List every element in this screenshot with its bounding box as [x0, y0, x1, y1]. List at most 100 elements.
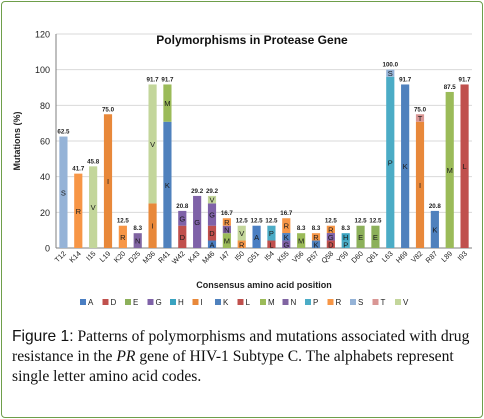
bar-segment-T12-S: [59, 136, 68, 248]
legend-label-T: T: [381, 298, 386, 307]
segment-label: R: [224, 218, 230, 227]
segment-label: P: [388, 158, 393, 167]
segment-label: I: [152, 222, 154, 231]
segment-label: M: [298, 237, 304, 246]
x-tick-label: D25: [126, 249, 142, 265]
bar-segment-M36-V: [148, 84, 157, 204]
y-tick-label: 40: [40, 172, 50, 182]
x-tick-label: I15: [84, 249, 97, 262]
bar-segment-I47-M: [222, 233, 231, 248]
bar-segment-L63-S: [386, 69, 395, 77]
bar-segment-K55-R: [282, 218, 291, 234]
bar-segment-H69-K: [401, 84, 410, 249]
bar-segment-I47-N: [222, 225, 231, 234]
x-tick-label: I93: [456, 249, 469, 262]
y-tick-label: 60: [40, 137, 50, 147]
bar-segment-K55-K: [282, 233, 291, 241]
x-tick-label: D60: [349, 249, 365, 265]
segment-label: R: [313, 233, 319, 242]
data-label: 12.5: [355, 218, 368, 225]
x-axis-label: Consensus amino acid position: [196, 280, 332, 290]
bar-segment-I47-R: [222, 218, 231, 226]
x-tick-label: L89: [439, 249, 454, 264]
x-tick-label: Y59: [335, 249, 350, 264]
legend-swatch-I: [192, 299, 199, 305]
y-axis-label: Mutations (%): [12, 112, 22, 171]
figure-caption: Figure 1: Patterns of polymorphisms and …: [12, 327, 474, 387]
bar-segment-I54-L: [267, 240, 276, 248]
y-tick-label: 120: [35, 30, 50, 40]
bar-segment-Q58-G: [326, 233, 335, 241]
bar-segment-K55-G: [282, 240, 291, 248]
data-label: 75.0: [102, 106, 115, 113]
x-tick-label: Q58: [319, 249, 335, 265]
segment-label: V: [209, 196, 214, 205]
bar-segment-Q58-D: [326, 240, 335, 248]
legend-swatch-T: [372, 299, 379, 305]
bar-segment-K43-G: [193, 195, 202, 248]
legend-label-R: R: [336, 298, 342, 307]
segment-label: P: [343, 240, 348, 249]
chart: 0 20 40 60 80 100 120 Polymorphisms in Protease…: [12, 30, 472, 307]
data-label: 91.7: [147, 76, 160, 83]
caption-text-1: Patterns of polymorphisms and mutations …: [12, 328, 470, 365]
x-tick-label: V82: [409, 249, 424, 264]
legend-label-P: P: [313, 298, 318, 307]
legend-swatch-S: [350, 299, 356, 305]
legend-label-G: G: [156, 298, 162, 307]
data-label: 20.8: [176, 203, 189, 210]
segment-label: T: [418, 114, 423, 123]
data-label: 8.3: [312, 225, 321, 232]
legend-label-N: N: [291, 298, 297, 307]
bar-segment-K20-R: [118, 225, 127, 248]
bar-segment-I50-V: [237, 225, 246, 241]
legend-swatch-D: [102, 299, 109, 305]
segment-label: N: [135, 237, 140, 246]
x-tick-label: M46: [200, 249, 216, 265]
segment-label: R: [120, 233, 126, 242]
x-tick-label: H69: [394, 249, 410, 265]
segment-label: I: [419, 181, 421, 190]
bar-segment-V82-I: [415, 121, 425, 248]
bar-segment-V82-T: [415, 114, 425, 122]
data-label: 91.7: [399, 76, 412, 83]
x-tick-label: W42: [170, 249, 187, 266]
legend-swatch-H: [170, 299, 176, 305]
data-label: 29.2: [206, 188, 219, 195]
data-label: 12.5: [265, 218, 278, 225]
legend-swatch-L: [237, 299, 244, 305]
legend-swatch-E: [125, 299, 131, 305]
data-label: 8.3: [297, 225, 306, 232]
segment-label: R: [239, 240, 245, 249]
data-label: 75.0: [414, 106, 427, 113]
segment-label: D: [328, 240, 334, 249]
segment-label: A: [254, 233, 259, 242]
data-label: 62.5: [57, 129, 70, 136]
data-label: 41.7: [72, 166, 85, 173]
segment-label: G: [179, 214, 185, 223]
segment-label: S: [61, 188, 66, 197]
legend-label-V: V: [403, 298, 409, 307]
data-label: 29.2: [191, 188, 204, 195]
segment-label: M: [447, 166, 453, 175]
data-label: 91.7: [459, 76, 472, 83]
bar-segment-Y59-H: [341, 233, 350, 241]
segment-label: R: [284, 222, 290, 231]
x-tick-label: V56: [290, 249, 305, 264]
x-tick-label: R41: [156, 249, 172, 265]
bar-segment-M46-G: [207, 203, 217, 226]
legend-label-H: H: [178, 298, 184, 307]
segment-label: G: [328, 233, 334, 242]
data-label: 12.5: [325, 218, 338, 225]
bar-segment-L19-I: [103, 114, 113, 248]
bar-segment-Q61-E: [371, 225, 380, 248]
segment-label: R: [76, 207, 82, 216]
bar-segment-R41-M: [163, 84, 172, 122]
data-label: 12.5: [117, 218, 130, 225]
bar-segment-L63-P: [386, 76, 395, 248]
segment-label: M: [224, 237, 230, 246]
x-tick-label: R57: [305, 249, 321, 265]
segment-label: L: [462, 162, 466, 171]
y-tick-label: 0: [45, 244, 50, 254]
